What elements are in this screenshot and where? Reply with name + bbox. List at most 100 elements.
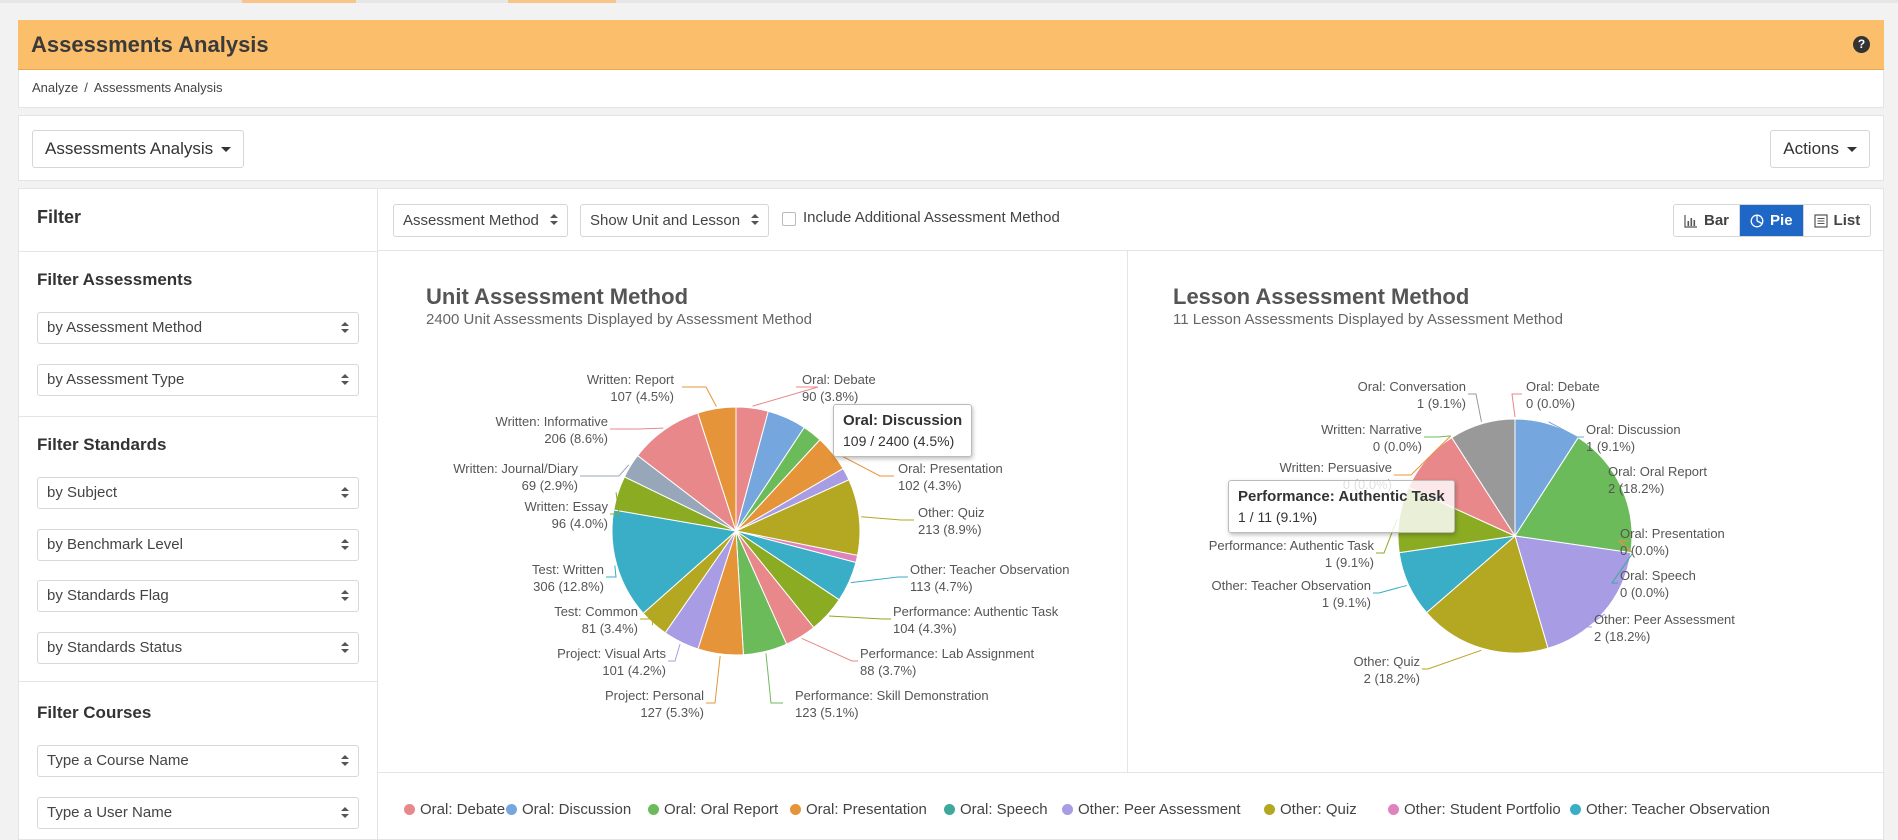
report-select-button[interactable]: Assessments Analysis [32,130,245,168]
top-strip [0,0,1898,3]
pie-view-button[interactable]: Pie [1739,205,1803,236]
user-name-select[interactable]: Type a User Name [37,797,359,829]
pie-value-label: 206 (8.6%) [544,431,608,446]
pie-leader-line [1373,584,1407,594]
pie-slice-written-informative[interactable] [636,412,737,533]
show-select[interactable]: Show Unit and Lesson [580,204,770,237]
pie-leader-line [1584,613,1606,628]
legend-label: Oral: Oral Report [664,801,779,818]
list-view-button[interactable]: List [1802,205,1871,236]
pie-label: Other: Teacher Observation [910,562,1069,577]
legend-label: Oral: Presentation [806,801,927,818]
updown-icon [341,374,349,386]
assessment-method-select[interactable]: by Assessment Method [37,312,359,344]
standards-status-select[interactable]: by Standards Status [37,632,359,664]
chart-panel: Assessment Method Show Unit and Lesson I… [378,188,1884,840]
chart-tooltip: Performance: Authentic Task 1 / 11 (9.1%… [1228,480,1455,533]
actions-button[interactable]: Actions [1770,130,1870,168]
filter-title: Filter [37,207,82,227]
subject-select[interactable]: by Subject [37,477,359,509]
pie-leader-line [1611,552,1634,584]
pie-value-label: 104 (4.3%) [893,621,957,636]
filter-standards-title: Filter Standards [37,435,167,454]
group-by-select[interactable]: Assessment Method [393,204,568,237]
assessment-method-select-value: by Assessment Method [47,319,203,336]
pie-label: Oral: Conversation [1358,379,1466,394]
legend-swatch [790,804,801,815]
list-icon [1813,213,1828,228]
pie-leader-line [1394,435,1452,476]
subject-select-value: by Subject [47,484,118,501]
pie-view-label: Pie [1770,212,1793,229]
legend-item-oral-presentation[interactable]: Oral: Presentation [790,801,927,818]
legend-label: Other: Quiz [1280,801,1357,818]
pie-value-label: 101 (4.2%) [602,663,666,678]
bar-view-button[interactable]: Bar [1674,205,1740,236]
pie-label: Other: Quiz [1354,654,1420,669]
legend-swatch [1388,804,1399,815]
legend-item-oral-discussion[interactable]: Oral: Discussion [506,801,631,818]
pie-slice-other-quiz[interactable] [734,479,861,557]
pie-slice-other-peer-assessment[interactable] [1514,535,1632,649]
legend-label: Other: Student Portfolio [1404,801,1561,818]
legend-item-other-quiz[interactable]: Other: Quiz [1264,801,1357,818]
pie-label: Performance: Authentic Task [1209,538,1375,553]
course-name-select-value: Type a Course Name [47,752,189,769]
list-view-label: List [1833,212,1861,229]
pie-value-label: 1 (9.1%) [1417,396,1466,411]
updown-icon [549,214,558,226]
help-icon[interactable]: ? [1853,36,1870,53]
updown-icon [341,487,349,499]
pie-label: Oral: Presentation [1620,526,1725,541]
pie-value-label: 306 (12.8%) [533,579,604,594]
pie-label: Performance: Lab Assignment [860,646,1035,661]
pie-chart-icon [1750,214,1764,227]
pie-label: Oral: Speech [1620,568,1696,583]
assessment-type-select[interactable]: by Assessment Type [37,364,359,396]
benchmark-level-select[interactable]: by Benchmark Level [37,529,359,561]
pie-slice-written-report[interactable] [697,406,737,532]
pie-slice-oral-conversation[interactable] [1451,418,1516,538]
updown-icon [341,590,349,602]
pie-leader-line [610,427,664,430]
legend-item-oral-debate[interactable]: Oral: Debate [404,801,505,818]
chart-tooltip: Oral: Discussion 109 / 2400 (4.5%) [833,404,973,457]
user-name-select-value: Type a User Name [47,804,173,821]
legend-item-other-student-portfolio[interactable]: Other: Student Portfolio [1388,801,1561,818]
breadcrumb-item-analyze[interactable]: Analyze [32,80,79,95]
bar-chart-icon [1684,214,1697,228]
pie-label: Oral: Oral Report [1608,464,1707,479]
legend-item-oral-oral-report[interactable]: Oral: Oral Report [648,801,778,818]
pie-label: Written: Informative [496,414,608,429]
pie-leader-line [640,618,654,626]
legend-item-oral-speech[interactable]: Oral: Speech [944,801,1048,818]
pie-slice-oral-oral-report[interactable] [1514,436,1633,554]
pie-value-label: 1 (9.1%) [1586,439,1635,454]
legend-item-other-peer-assessment[interactable]: Other: Peer Assessment [1062,801,1241,818]
page-title: Assessments Analysis [31,32,269,57]
pie-leader-line [682,386,717,407]
pie-value-label: 90 (3.8%) [802,389,858,404]
pie-slice-other-quiz[interactable] [1425,535,1549,654]
legend-item-other-teacher-observation[interactable]: Other: Teacher Observation [1570,801,1770,818]
pie-leader-line [850,576,908,584]
include-additional-label[interactable]: Include Additional Assessment Method [803,209,1060,226]
chart-legend: Oral: Debate Oral: Discussion Oral: Oral R… [378,772,1884,840]
lesson-chart-subtitle: 11 Lesson Assessments Displayed by Asses… [1173,311,1563,328]
pie-leader-line [668,643,681,662]
updown-icon [751,214,760,226]
pie-label: Oral: Discussion [1586,422,1681,437]
view-toggle: Bar Pie List [1673,204,1872,237]
pie-leader-line [1548,421,1584,438]
pie-value-label: 123 (5.1%) [795,705,859,720]
top-tab-indicator [242,0,356,3]
updown-icon [341,539,349,551]
course-name-select[interactable]: Type a Course Name [37,745,359,777]
pie-label: Oral: Debate [802,372,876,387]
standards-flag-select[interactable]: by Standards Flag [37,580,359,612]
pie-leader-line [1598,478,1624,488]
include-additional-checkbox[interactable] [782,212,796,226]
pie-slice-test-written[interactable] [611,509,738,615]
pie-label: Written: Persuasive [1280,460,1392,475]
divider [19,416,377,417]
